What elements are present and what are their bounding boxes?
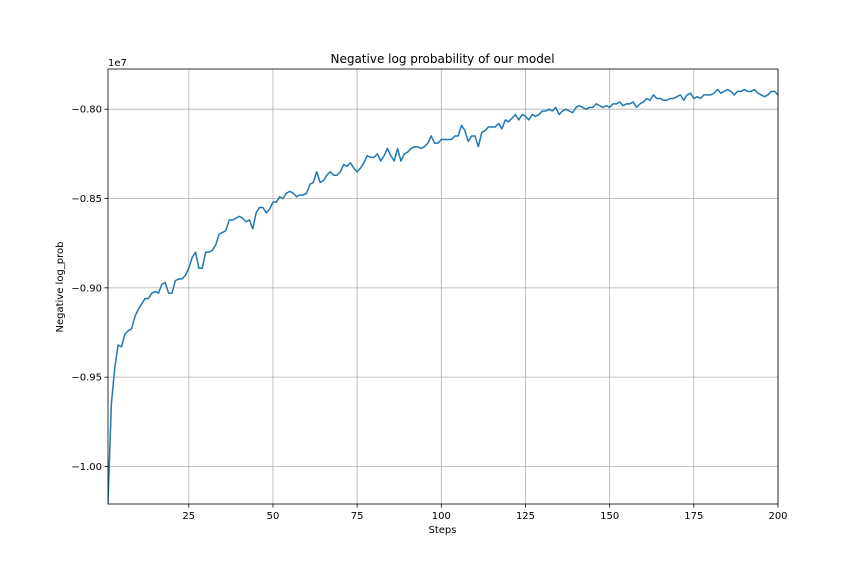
x-tick-label: 125 xyxy=(516,511,535,522)
series-lines xyxy=(108,88,778,503)
y-tick-label: −0.90 xyxy=(71,283,102,294)
x-tick-label: 100 xyxy=(432,511,451,522)
series-line xyxy=(108,88,778,503)
x-tick-label: 175 xyxy=(684,511,703,522)
y-axis: −1.00 −0.95 −0.90 −0.85 −0.80 xyxy=(71,105,108,473)
chart-title: Negative log probability of our model xyxy=(330,52,554,66)
x-tick-label: 75 xyxy=(351,511,364,522)
y-axis-label: Negative log_prob xyxy=(55,241,66,332)
x-tick-label: 150 xyxy=(600,511,619,522)
y-tick-label: −0.95 xyxy=(71,373,102,384)
plot-frame xyxy=(107,68,779,505)
x-axis: 25 50 75 100 125 150 175 200 xyxy=(182,504,788,522)
y-tick-label: −0.85 xyxy=(71,194,102,205)
x-tick-label: 25 xyxy=(182,511,195,522)
y-tick-label: −1.00 xyxy=(71,462,102,473)
y-axis-offset-label: 1e7 xyxy=(108,58,127,69)
x-tick-label: 50 xyxy=(267,511,280,522)
x-tick-label: 200 xyxy=(768,511,787,522)
y-tick-label: −0.80 xyxy=(71,105,102,116)
x-axis-label: Steps xyxy=(429,525,457,536)
